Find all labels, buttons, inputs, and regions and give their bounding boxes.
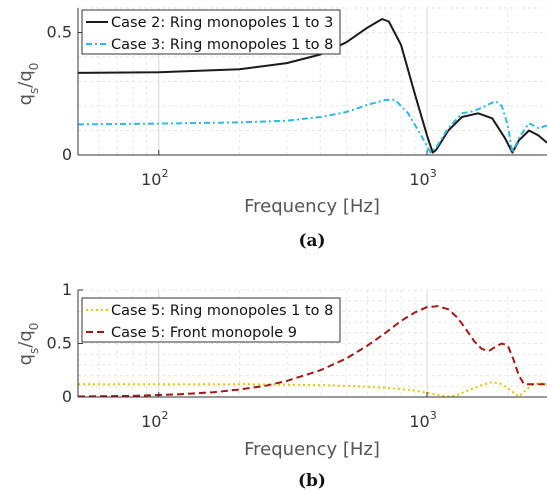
y-label-a-s: s <box>27 88 41 94</box>
legend-box-b <box>81 297 341 343</box>
y-label-a-0: 0 <box>27 63 41 71</box>
y-tick-label: 0.5 <box>47 23 72 42</box>
y-axis-label-a: qs/q0 <box>15 63 41 106</box>
legend-box-a <box>81 9 341 55</box>
y-tick-label: 1 <box>62 280 72 299</box>
x-tick-base: 10 <box>141 412 161 431</box>
series-line-2 <box>77 305 547 398</box>
caption-b: (b) <box>298 471 326 490</box>
x-tick-label: 103 <box>409 167 436 189</box>
legend-a: Case 2: Ring monopoles 1 to 3 Case 3: Ri… <box>81 9 341 55</box>
legend-label-case2: Case 2: Ring monopoles 1 to 3 <box>111 15 333 31</box>
legend-label-case3: Case 3: Ring monopoles 1 to 8 <box>111 37 333 53</box>
x-tick-label: 102 <box>141 167 168 189</box>
legend-b: Case 5: Ring monopoles 1 to 8 Case 5: Fr… <box>81 297 341 343</box>
caption-a: (a) <box>298 231 325 251</box>
x-tick-base: 10 <box>141 170 161 189</box>
y-tick-label: 0 <box>62 387 72 406</box>
x-tick-exponent: 2 <box>161 409 168 422</box>
x-tick-base: 10 <box>409 412 429 431</box>
y-label-b-q: q <box>15 354 36 365</box>
x-tick-label: 103 <box>409 409 436 431</box>
x-tick-base: 10 <box>409 170 429 189</box>
series-layer-b <box>77 305 547 398</box>
x-axis-label-a: Frequency [Hz] <box>244 196 380 217</box>
series-line-2 <box>77 98 547 154</box>
x-tick-exponent: 2 <box>161 167 168 180</box>
y-label-b-slash: /q <box>15 330 36 348</box>
x-tick-exponent: 3 <box>430 409 437 422</box>
x-tick-exponent: 3 <box>430 167 437 180</box>
series-line-1 <box>78 381 547 398</box>
y-tick-label: 0 <box>62 145 72 164</box>
legend-label-case5-ring: Case 5: Ring monopoles 1 to 8 <box>111 303 333 319</box>
y-label-b-s: s <box>27 348 41 354</box>
y-label-a-q: q <box>15 94 36 105</box>
y-label-b-0: 0 <box>27 323 41 331</box>
y-label-a-slash: /q <box>15 70 36 88</box>
y-axis-label-b: qs/q0 <box>15 323 41 366</box>
x-tick-label: 102 <box>141 409 168 431</box>
x-axis-label-b: Frequency [Hz] <box>244 439 380 460</box>
legend-label-case5-front: Case 5: Front monopole 9 <box>111 325 297 341</box>
series-layer-a <box>77 18 547 154</box>
y-tick-label: 0.5 <box>47 334 72 353</box>
